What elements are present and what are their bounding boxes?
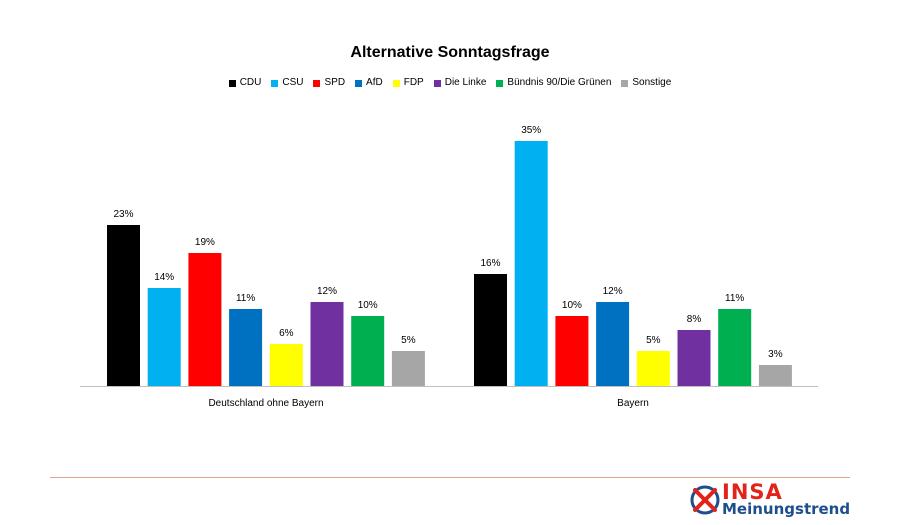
data-label: 5% bbox=[646, 335, 661, 346]
legend-item: FDP bbox=[392, 76, 424, 90]
data-label: 3% bbox=[768, 349, 783, 360]
data-label: 12% bbox=[317, 286, 337, 297]
legend-swatch bbox=[228, 79, 236, 87]
bar bbox=[677, 330, 711, 386]
data-label: 6% bbox=[279, 328, 294, 339]
legend-item: CDU bbox=[228, 76, 262, 90]
legend-swatch bbox=[621, 79, 629, 87]
legend-label: CSU bbox=[282, 77, 304, 88]
data-label: 12% bbox=[603, 286, 623, 297]
legend-item: CSU bbox=[271, 76, 303, 90]
bar bbox=[758, 365, 792, 386]
chart-legend: CDU CSU SPD AfD FDP Die Linke Bündnis 90/Die G… bbox=[0, 76, 900, 90]
bar bbox=[229, 309, 263, 386]
data-label: 10% bbox=[358, 300, 378, 311]
data-label: 23% bbox=[113, 209, 133, 220]
data-label: 11% bbox=[236, 293, 255, 304]
insa-logo-icon bbox=[690, 485, 720, 515]
legend-label: SPD bbox=[324, 77, 346, 88]
brand-subtitle: Meinungstrend bbox=[722, 500, 851, 518]
legend-swatch bbox=[496, 79, 504, 87]
data-label: 16% bbox=[480, 258, 500, 269]
data-label: 5% bbox=[401, 335, 416, 346]
data-label: 19% bbox=[195, 237, 215, 248]
data-label: 11% bbox=[725, 293, 744, 304]
legend-label: FDP bbox=[403, 77, 424, 88]
legend-label: Bündnis 90/Die Grünen bbox=[507, 77, 612, 88]
category-label: Bayern bbox=[617, 398, 649, 409]
bar bbox=[596, 302, 630, 386]
legend-swatch bbox=[392, 79, 400, 87]
legend-label: Sonstige bbox=[632, 77, 672, 88]
legend-item: Die Linke bbox=[433, 76, 487, 90]
bar bbox=[514, 141, 548, 386]
bar bbox=[636, 351, 670, 386]
footer-divider bbox=[50, 477, 850, 478]
legend-item: SPD bbox=[313, 76, 345, 90]
bar bbox=[269, 344, 303, 386]
legend-swatch bbox=[433, 79, 441, 87]
data-label: 8% bbox=[687, 314, 702, 325]
chart-title: Alternative Sonntagsfrage bbox=[350, 44, 550, 61]
legend-item: AfD bbox=[355, 76, 383, 90]
category-label: Deutschland ohne Bayern bbox=[208, 398, 323, 409]
legend-item: Bündnis 90/Die Grünen bbox=[496, 76, 611, 90]
bar bbox=[188, 253, 222, 386]
bar bbox=[147, 288, 181, 386]
legend-item: Sonstige bbox=[621, 76, 671, 90]
bar bbox=[351, 316, 385, 386]
legend-swatch bbox=[271, 79, 279, 87]
data-label: 35% bbox=[521, 125, 541, 136]
bar bbox=[310, 302, 344, 386]
brand-name: INSA bbox=[722, 480, 783, 504]
legend-swatch bbox=[313, 79, 321, 87]
bar bbox=[555, 316, 589, 386]
legend-label: CDU bbox=[239, 77, 262, 88]
data-label: 14% bbox=[154, 272, 174, 283]
legend-label: AfD bbox=[366, 77, 383, 88]
legend-label: Die Linke bbox=[444, 77, 487, 88]
legend-swatch bbox=[355, 79, 363, 87]
bar bbox=[107, 225, 140, 386]
bar bbox=[391, 351, 425, 386]
data-label: 10% bbox=[562, 300, 582, 311]
bar bbox=[474, 274, 507, 386]
bar bbox=[718, 309, 752, 386]
